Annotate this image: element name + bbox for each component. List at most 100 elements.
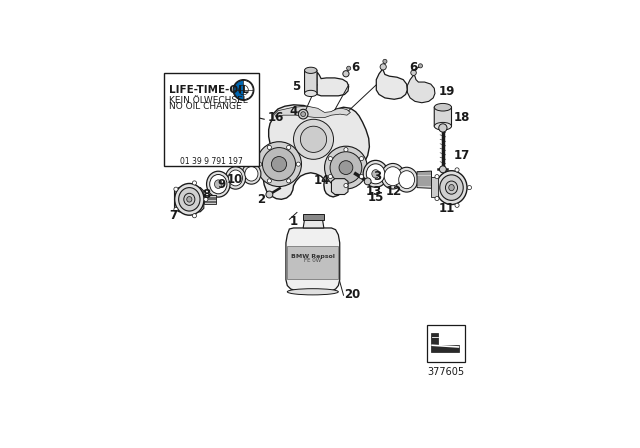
Polygon shape xyxy=(275,106,351,117)
Polygon shape xyxy=(175,186,204,213)
Text: FE 0W: FE 0W xyxy=(304,258,321,263)
Circle shape xyxy=(174,207,178,211)
Text: 1: 1 xyxy=(289,215,298,228)
Circle shape xyxy=(193,214,196,218)
Text: 10: 10 xyxy=(226,173,243,186)
Circle shape xyxy=(380,64,387,70)
Circle shape xyxy=(257,142,301,186)
Ellipse shape xyxy=(440,175,463,200)
Circle shape xyxy=(360,175,364,179)
Ellipse shape xyxy=(305,67,317,73)
Polygon shape xyxy=(305,68,317,95)
Circle shape xyxy=(258,162,262,166)
Circle shape xyxy=(328,156,332,161)
Wedge shape xyxy=(234,90,243,99)
Polygon shape xyxy=(303,216,324,228)
Text: 3: 3 xyxy=(374,170,381,183)
Circle shape xyxy=(262,147,296,181)
Ellipse shape xyxy=(435,122,451,130)
Ellipse shape xyxy=(184,193,195,205)
Text: 5: 5 xyxy=(292,80,300,93)
Ellipse shape xyxy=(449,185,454,191)
Polygon shape xyxy=(332,179,348,194)
Ellipse shape xyxy=(210,174,227,194)
Text: 7: 7 xyxy=(170,209,177,222)
Circle shape xyxy=(193,181,196,185)
Text: 9: 9 xyxy=(217,178,225,191)
Polygon shape xyxy=(417,171,431,188)
Circle shape xyxy=(294,119,333,159)
Polygon shape xyxy=(431,177,438,197)
Text: 20: 20 xyxy=(344,288,361,301)
Text: 4: 4 xyxy=(289,105,298,118)
Ellipse shape xyxy=(384,167,401,186)
Text: NO OIL CHANGE: NO OIL CHANGE xyxy=(170,102,242,111)
Text: 11: 11 xyxy=(439,202,455,215)
Ellipse shape xyxy=(214,180,222,189)
Polygon shape xyxy=(286,228,340,292)
Ellipse shape xyxy=(228,170,243,186)
Circle shape xyxy=(300,126,326,152)
Circle shape xyxy=(439,124,447,132)
Text: 2: 2 xyxy=(257,193,265,206)
Polygon shape xyxy=(376,68,407,99)
Circle shape xyxy=(204,197,208,202)
Text: 8: 8 xyxy=(202,188,210,201)
Circle shape xyxy=(440,166,446,173)
Circle shape xyxy=(467,185,472,190)
Polygon shape xyxy=(435,105,451,129)
Text: 17: 17 xyxy=(454,149,470,162)
Ellipse shape xyxy=(363,160,388,187)
Circle shape xyxy=(339,161,353,175)
Polygon shape xyxy=(317,73,349,96)
Circle shape xyxy=(330,152,362,184)
Ellipse shape xyxy=(396,167,418,192)
Circle shape xyxy=(301,112,305,116)
FancyBboxPatch shape xyxy=(164,73,259,166)
Polygon shape xyxy=(407,75,435,103)
Text: 16: 16 xyxy=(268,111,284,124)
Circle shape xyxy=(287,179,291,183)
Text: BMW Repsol: BMW Repsol xyxy=(291,254,335,259)
Text: 12: 12 xyxy=(386,185,402,198)
Ellipse shape xyxy=(381,164,404,189)
Text: 19: 19 xyxy=(438,85,455,98)
Text: 15: 15 xyxy=(368,191,385,204)
Circle shape xyxy=(419,64,422,68)
Ellipse shape xyxy=(445,181,458,194)
Circle shape xyxy=(296,162,300,166)
Ellipse shape xyxy=(242,164,261,184)
Circle shape xyxy=(435,197,439,201)
Text: 377605: 377605 xyxy=(428,367,465,377)
Ellipse shape xyxy=(366,164,385,184)
Text: 01 39 9 791 197: 01 39 9 791 197 xyxy=(180,156,243,166)
Circle shape xyxy=(343,71,349,77)
Text: 6: 6 xyxy=(351,61,360,74)
Polygon shape xyxy=(263,105,369,199)
Text: LIFE-TIME-OIL: LIFE-TIME-OIL xyxy=(170,86,249,95)
Circle shape xyxy=(455,168,459,172)
Circle shape xyxy=(364,178,371,185)
Circle shape xyxy=(233,80,254,100)
Circle shape xyxy=(344,147,348,152)
Circle shape xyxy=(360,156,364,161)
Bar xyxy=(303,214,324,220)
Circle shape xyxy=(298,109,308,119)
Circle shape xyxy=(347,66,351,70)
Text: 13: 13 xyxy=(365,185,381,198)
Wedge shape xyxy=(234,80,243,90)
Circle shape xyxy=(268,179,271,183)
FancyBboxPatch shape xyxy=(427,325,465,362)
Polygon shape xyxy=(204,194,216,204)
Ellipse shape xyxy=(287,289,339,295)
Text: 6: 6 xyxy=(409,61,417,74)
Polygon shape xyxy=(431,333,459,352)
Circle shape xyxy=(383,59,387,64)
Ellipse shape xyxy=(175,184,204,215)
Ellipse shape xyxy=(207,171,230,197)
Text: 14: 14 xyxy=(314,174,330,187)
Ellipse shape xyxy=(225,167,246,189)
Circle shape xyxy=(271,156,287,172)
Ellipse shape xyxy=(187,197,192,202)
Circle shape xyxy=(344,184,348,188)
